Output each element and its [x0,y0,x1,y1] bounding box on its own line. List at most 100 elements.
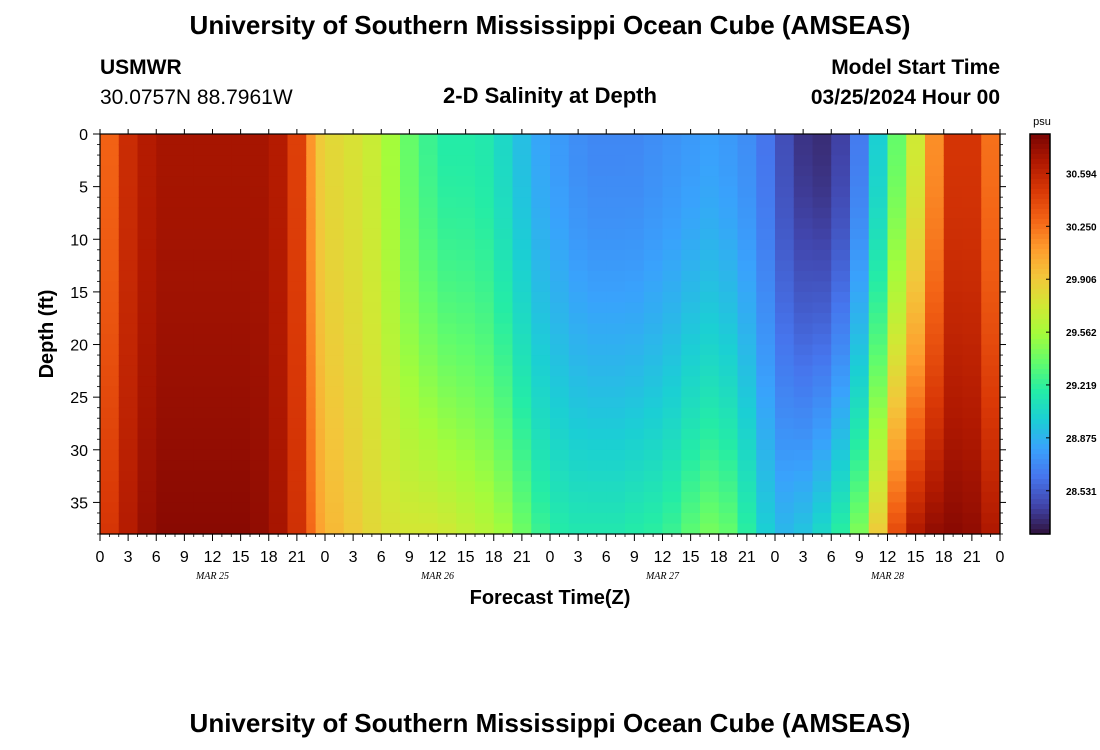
heatmap-cell [906,439,926,451]
heatmap-cell [793,134,814,146]
heatmap-cell [850,439,870,451]
heatmap-cell [437,365,457,377]
heatmap-cell [306,386,317,398]
heatmap-cell [550,228,570,240]
heatmap-cell [775,418,795,430]
heatmap-cell [343,155,364,167]
heatmap-cell [381,228,401,240]
heatmap-cell [850,449,870,461]
heatmap-cell [906,365,926,377]
heatmap-cell [587,144,607,156]
heatmap-cell [212,365,232,377]
heatmap-cell [943,481,964,493]
heatmap-cell [943,207,964,219]
heatmap-cell [643,365,664,377]
heatmap-cell [156,439,176,451]
heatmap-cell [793,228,814,240]
x-tick-label: 3 [799,549,808,566]
station-coordinates: 30.0757N 88.7961W [100,86,293,109]
heatmap-cell [175,302,195,314]
heatmap-cell [456,439,476,451]
heatmap-cell [850,491,870,504]
heatmap-cell [962,334,982,346]
heatmap-cell [306,176,317,188]
heatmap-cell [212,134,232,146]
heatmap-cell [475,449,495,461]
heatmap-cell [268,281,289,293]
heatmap-cell [418,239,439,251]
heatmap-cell [268,386,289,398]
heatmap-cell [325,460,345,472]
heatmap-cell [475,165,495,177]
heatmap-cell [362,218,382,230]
heatmap-cell [512,302,532,314]
heatmap-cell [643,218,664,230]
x-tick-label: 18 [485,549,503,566]
heatmap-cell [456,344,476,356]
heatmap-cell [700,428,720,440]
heatmap-cell [493,428,514,440]
heatmap-cell [812,176,832,188]
heatmap-cell [981,249,1001,261]
heatmap-cell [550,512,570,525]
heatmap-cell [493,134,514,146]
heatmap-cell [868,470,889,482]
heatmap-cell [212,312,232,325]
heatmap-cell [381,134,401,146]
heatmap-cell [925,281,945,293]
heatmap-cell [493,418,514,430]
heatmap-cell [700,249,720,261]
x-tick-label: 6 [602,549,611,566]
heatmap-cell [287,407,307,419]
heatmap-cell [437,386,457,398]
heatmap-cell [775,134,795,146]
heatmap-cell [325,249,345,261]
heatmap-cell [568,449,589,461]
x-tick-label: 9 [630,549,639,566]
heatmap-cell [512,470,532,482]
heatmap-cell [175,376,195,388]
heatmap-cell [737,491,757,504]
colorbar-segment [1030,379,1050,385]
heatmap-cell [268,260,289,272]
heatmap-cell [793,197,814,209]
heatmap-cell [775,481,795,493]
heatmap-cell [718,134,739,146]
heatmap-cell [868,197,889,209]
heatmap-cell [100,312,120,325]
heatmap-cell [793,291,814,304]
heatmap-cell [212,323,232,335]
heatmap-cell [775,470,795,482]
heatmap-cell [250,355,270,367]
heatmap-cell [381,481,401,493]
heatmap-cell [325,239,345,251]
heatmap-cell [268,439,289,451]
heatmap-cell [943,460,964,472]
heatmap-cell [475,323,495,335]
heatmap-cell [962,470,982,482]
heatmap-cell [315,355,326,367]
heatmap-cell [662,155,682,167]
heatmap-cell [812,144,832,156]
heatmap-cell [306,323,317,335]
heatmap-cell [381,155,401,167]
heatmap-cell [250,270,270,282]
heatmap-cell [362,481,382,493]
heatmap-cell [700,176,720,188]
heatmap-cell [231,302,251,314]
heatmap-cell [906,312,926,325]
heatmap-cell [175,218,195,230]
heatmap-cell [850,470,870,482]
heatmap-cell [212,186,232,198]
colorbar-tick-label: 29.562 [1066,328,1097,339]
heatmap-cell [343,165,364,177]
heatmap-cell [737,481,757,493]
heatmap-cell [400,418,420,430]
heatmap-cell [868,260,889,272]
heatmap-cell [137,239,157,251]
heatmap-cell [962,197,982,209]
heatmap-cell [587,512,607,525]
heatmap-cell [156,270,176,282]
heatmap-cell [287,228,307,240]
heatmap-cell [456,334,476,346]
